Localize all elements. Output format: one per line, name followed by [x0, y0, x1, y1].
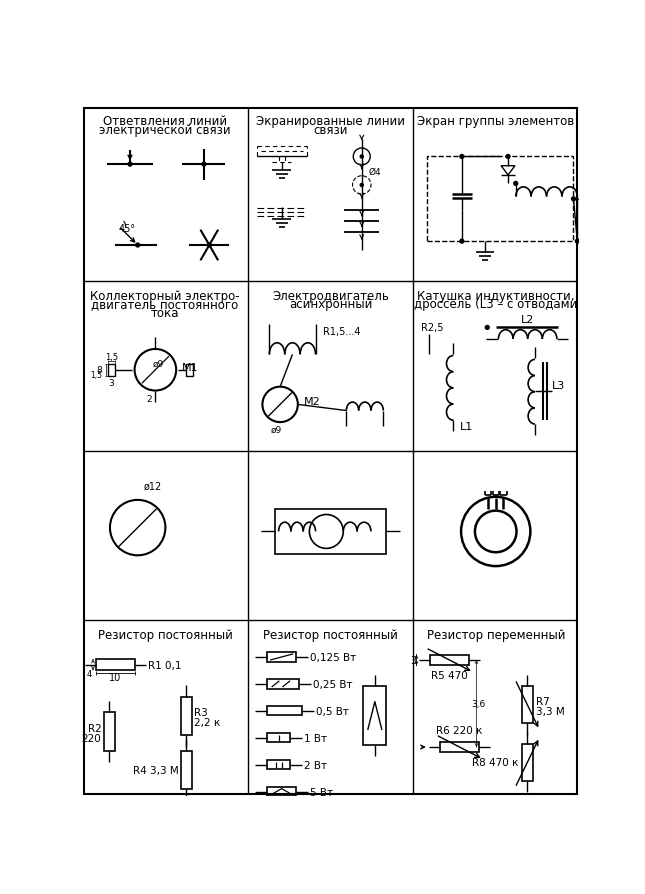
Text: R3: R3 — [194, 707, 208, 718]
Bar — [267, 679, 299, 688]
Text: 4: 4 — [86, 669, 92, 678]
Bar — [186, 364, 193, 376]
Bar — [181, 697, 192, 736]
Text: 2,2 к: 2,2 к — [194, 718, 220, 728]
Text: R4 3,3 М: R4 3,3 М — [133, 765, 179, 775]
Text: 3: 3 — [410, 655, 417, 665]
Bar — [108, 364, 115, 376]
Bar — [275, 510, 386, 554]
Text: Резистор постоянный: Резистор постоянный — [263, 628, 398, 641]
Text: R1 0,1: R1 0,1 — [148, 660, 182, 670]
Bar — [522, 744, 533, 781]
Text: 1 Вт: 1 Вт — [304, 733, 327, 743]
Text: 3,3 М: 3,3 М — [536, 706, 564, 716]
Text: R6 220 к: R6 220 к — [437, 725, 483, 735]
Text: M1: M1 — [183, 363, 199, 373]
Bar — [522, 687, 533, 723]
Text: L2: L2 — [521, 315, 534, 325]
Text: 1,5: 1,5 — [105, 353, 118, 362]
Circle shape — [485, 326, 489, 330]
Text: Ответвления линий: Ответвления линий — [103, 115, 227, 128]
Bar — [441, 742, 479, 753]
Text: R2: R2 — [88, 723, 101, 733]
Text: R7: R7 — [536, 696, 550, 706]
Circle shape — [360, 156, 363, 159]
Text: 8: 8 — [97, 366, 103, 375]
Text: дроссель (L3 – с отводами: дроссель (L3 – с отводами — [415, 298, 578, 311]
Bar — [104, 713, 115, 751]
Circle shape — [360, 184, 363, 187]
Text: R1,5...4: R1,5...4 — [323, 327, 361, 337]
Text: Коллекторный электро-: Коллекторный электро- — [90, 290, 240, 302]
Circle shape — [575, 240, 579, 244]
Bar — [267, 706, 303, 716]
Text: электрической связи: электрической связи — [99, 123, 231, 137]
Text: 5 Вт: 5 Вт — [310, 787, 333, 797]
Text: 10: 10 — [109, 672, 121, 682]
Text: 3,6: 3,6 — [471, 700, 486, 709]
Text: связи: связи — [313, 123, 348, 137]
Text: 220: 220 — [82, 733, 101, 743]
Text: 0,125 Вт: 0,125 Вт — [310, 653, 356, 662]
Text: асинхронный: асинхронный — [289, 298, 372, 311]
Text: 1,5: 1,5 — [90, 370, 103, 379]
Text: ø9: ø9 — [271, 425, 282, 434]
Bar — [427, 157, 573, 242]
Text: M2: M2 — [304, 396, 321, 406]
Text: 45°: 45° — [119, 224, 135, 234]
Circle shape — [514, 182, 518, 186]
Text: 0,5 Вт: 0,5 Вт — [316, 706, 349, 716]
Circle shape — [207, 244, 211, 248]
Bar — [267, 653, 296, 662]
Text: R5 470: R5 470 — [431, 670, 468, 680]
Text: Резистор переменный: Резистор переменный — [427, 628, 566, 641]
Bar — [181, 751, 192, 789]
Text: ø9: ø9 — [153, 359, 164, 368]
Bar — [267, 733, 290, 743]
Text: L3: L3 — [552, 381, 565, 391]
Text: 3: 3 — [108, 378, 114, 387]
Text: Экранированные линии: Экранированные линии — [256, 115, 405, 128]
Text: тока: тока — [151, 307, 179, 319]
Text: Электродвигатель: Электродвигатель — [272, 290, 389, 302]
Circle shape — [135, 244, 139, 248]
Bar — [267, 788, 296, 797]
Text: L1: L1 — [459, 421, 473, 432]
Text: 0,25 Вт: 0,25 Вт — [313, 679, 353, 689]
Circle shape — [571, 198, 575, 201]
Bar — [363, 687, 386, 745]
Text: 2 Вт: 2 Вт — [304, 760, 327, 770]
Circle shape — [506, 156, 510, 159]
Circle shape — [460, 240, 464, 244]
Bar — [430, 655, 469, 666]
Circle shape — [128, 163, 132, 167]
Circle shape — [202, 163, 206, 167]
Text: Экран группы элементов: Экран группы элементов — [417, 115, 575, 128]
Circle shape — [460, 156, 464, 159]
Bar — [267, 760, 290, 770]
Text: ø12: ø12 — [144, 482, 162, 492]
Bar — [96, 660, 135, 670]
Text: R8 470 к: R8 470 к — [472, 757, 519, 768]
Text: Ø4: Ø4 — [369, 167, 381, 176]
Text: Катушка индуктивности,: Катушка индуктивности, — [417, 290, 575, 302]
Text: Резистор постоянный: Резистор постоянный — [97, 628, 232, 641]
Text: R2,5: R2,5 — [421, 323, 444, 333]
Text: двигатель постоянного: двигатель постоянного — [92, 298, 239, 311]
Text: 2: 2 — [146, 394, 152, 403]
